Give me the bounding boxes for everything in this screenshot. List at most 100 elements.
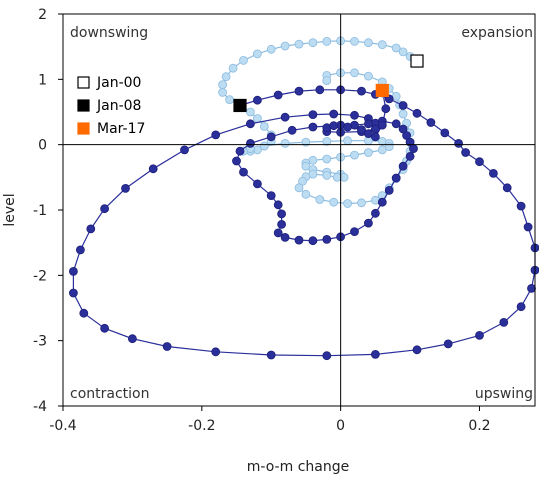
light-series-point (218, 80, 228, 89)
dark-series-point (412, 108, 422, 118)
light-series-point (363, 148, 373, 157)
light-series-point (363, 71, 373, 81)
legend-label: Mar-17 (97, 121, 145, 137)
dark-series-point (308, 122, 318, 132)
light-series-point (322, 76, 332, 85)
light-series-point (239, 56, 248, 65)
dark-series-point (391, 173, 401, 183)
y-tick-label: -3 (33, 334, 47, 350)
dark-series-point (377, 197, 387, 207)
dark-series-point (516, 302, 526, 312)
dark-series-point (363, 218, 373, 228)
light-series-point (259, 141, 269, 151)
light-series-point (266, 44, 276, 54)
dark-series-point (121, 183, 130, 193)
light-series-point (363, 38, 373, 48)
dark-series-point (357, 125, 366, 135)
dark-series-point (329, 109, 339, 119)
dark-series-point (523, 222, 533, 232)
quadrant-label-downswing: downswing (70, 25, 148, 41)
dark-series-point (252, 179, 262, 189)
dark-series-point (381, 104, 391, 114)
light-series-point (252, 49, 262, 59)
dark-series-point (162, 342, 172, 351)
y-tick-label: 2 (38, 7, 47, 23)
light-series-point (228, 63, 238, 73)
dark-series-point (357, 86, 366, 96)
light-series-point (322, 170, 332, 180)
y-tick-label: -2 (33, 268, 47, 284)
x-tick-label: -0.2 (188, 418, 215, 434)
dark-series-point (350, 110, 359, 120)
dark-series-point (79, 308, 89, 318)
light-series-point (301, 161, 311, 171)
dark-series-point (266, 191, 276, 201)
y-tick-label: -4 (33, 399, 47, 415)
dark-series-point (69, 288, 78, 298)
dark-series-point (475, 330, 484, 340)
ticks-layer: -0.4 -0.2 0 0.2 2 1 0 -1 -2 -3 -4 (33, 7, 491, 434)
dark-series-point (488, 168, 498, 178)
legend-label: Jan-08 (96, 98, 141, 114)
quadrant-label-contraction: contraction (70, 386, 149, 402)
legend-swatch (77, 76, 90, 89)
dark-series-point (235, 146, 245, 156)
light-series-point (294, 183, 304, 193)
plot-frame (62, 13, 536, 407)
dark-series-point (391, 119, 401, 129)
legend-swatch (77, 122, 90, 135)
dark-series-point (180, 145, 189, 155)
dark-series-point (266, 350, 276, 360)
dark-series-point (499, 317, 509, 327)
dark-series-point (211, 347, 221, 357)
light-series-point (377, 145, 387, 155)
light-series-point (350, 150, 359, 160)
dark-series-point (245, 119, 255, 129)
light-series-point (308, 38, 318, 48)
dark-series-point (280, 232, 290, 242)
light-series-point (343, 199, 353, 208)
dark-series-point (370, 208, 380, 218)
dark-series-point (69, 266, 78, 276)
dark-series-point (398, 161, 408, 171)
dark-series-point (322, 351, 332, 361)
light-series-point (322, 154, 332, 164)
dark-series-point (426, 118, 436, 127)
light-series-point (322, 136, 332, 146)
light-series-point (315, 195, 325, 204)
dark-series-point (127, 334, 137, 344)
dark-series-point (322, 234, 332, 244)
light-series-point (280, 41, 290, 51)
marker-open-square (410, 54, 424, 68)
dark-series-point (516, 201, 526, 211)
dark-series-point (412, 345, 422, 355)
light-series-point (280, 138, 290, 148)
dark-series-point (384, 185, 394, 195)
dark-series-point (527, 283, 536, 293)
dark-series-point (294, 86, 304, 96)
light-series-point (221, 72, 231, 82)
light-series-point (398, 47, 408, 57)
y-tick-label: -1 (33, 203, 47, 219)
legend-swatch (77, 99, 90, 112)
dark-series-point (363, 119, 373, 129)
dark-series-point (287, 125, 297, 135)
dark-series-point (315, 85, 325, 95)
dark-series-point (329, 121, 339, 131)
light-series-point (252, 114, 262, 123)
dark-series-point (405, 151, 415, 161)
dark-series-point (377, 120, 387, 130)
light-series-point (301, 137, 311, 147)
dark-series-point (502, 183, 512, 193)
dark-series-point (461, 148, 471, 157)
light-series-point (332, 172, 342, 182)
dark-series-point (232, 156, 241, 166)
dark-series-point (273, 90, 283, 100)
light-series-point (322, 37, 332, 46)
x-axis-title: m-o-m change (247, 459, 349, 475)
dark-series-point (308, 236, 318, 246)
dark-series-point (454, 138, 464, 148)
dark-series-point (266, 132, 276, 142)
